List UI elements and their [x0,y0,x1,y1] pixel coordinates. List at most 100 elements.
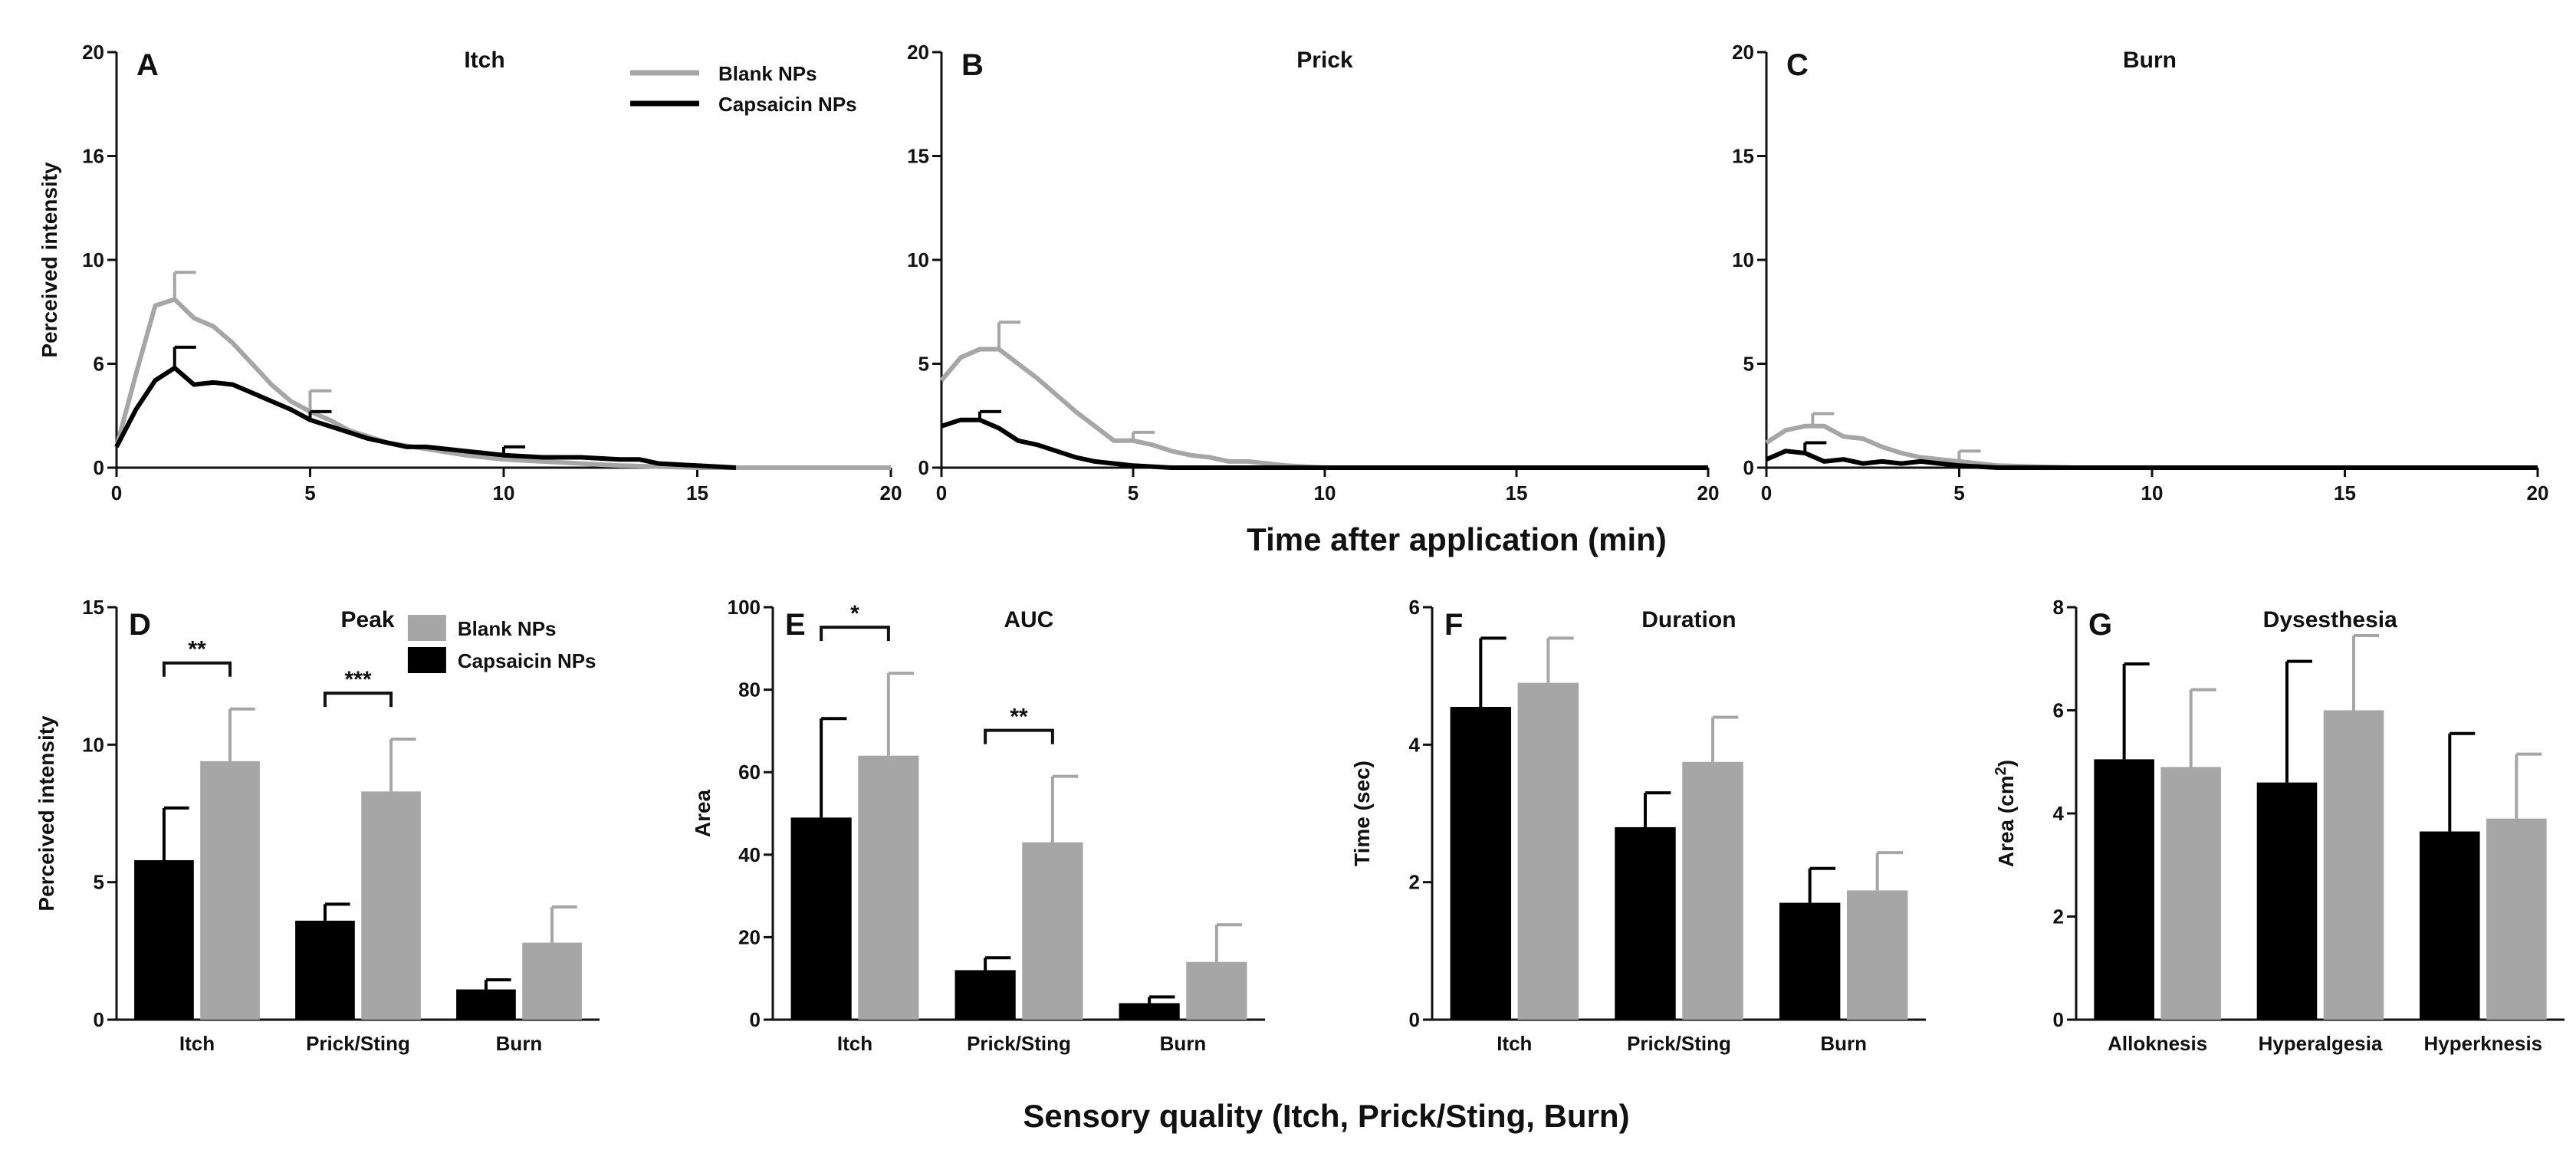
panel-b-ytick-label: 10 [907,248,929,271]
panel-g-bar-blank [2160,767,2221,1020]
panel-g-ytick-label: 0 [2053,1008,2064,1031]
panel-b-xtick-label: 0 [936,481,947,504]
panel-b-xtick-label: 10 [1314,481,1336,504]
panel-b-ytick-label: 20 [907,41,929,64]
panel-e: 0 20 40 60 80 100 E AUC Area Itch Prick/Sting Burn *… [691,596,1265,1055]
panel-g-category-label: Hyperknesis [2424,1032,2543,1055]
shared-time-xlabel: Time after application (min) [1247,521,1667,557]
panel-f-bar-capsaicin [1779,902,1841,1020]
panel-d: 0 5 10 15 D Peak Perceived intensity Itch Prick/… [34,596,600,1055]
panel-d-bar-blank [200,761,260,1020]
panel-c-ytick-label: 20 [1732,41,1754,64]
panel-f-bar-capsaicin [1450,707,1512,1020]
panel-c-series-capsaicin [1765,449,2538,470]
panel-e-ytick-label: 20 [738,925,761,948]
panel-e-bar-capsaicin [955,970,1016,1020]
panel-b-ytick-label: 5 [918,353,929,376]
panel-g-bar-blank [2323,710,2384,1020]
panel-d-bar-capsaicin [134,859,194,1020]
legend-a-label-blank: Blank NPs [718,62,817,85]
panel-c-letter: C [1786,48,1809,82]
panel-f-letter: F [1444,608,1463,642]
panel-c-ytick-label: 15 [1732,145,1754,168]
panel-b-xtick-label: 20 [1697,481,1720,504]
panel-f-ytick-label: 2 [1409,871,1420,894]
shared-sensory-xlabel: Sensory quality (Itch, Prick/Sting, Burn… [1023,1098,1629,1134]
panel-g-bar-capsaicin [2420,831,2480,1020]
panel-e-title: AUC [1004,607,1053,632]
panel-c-ytick-label: 5 [1743,353,1754,376]
panel-d-bar-capsaicin [295,920,355,1020]
panel-d-bar-blank [361,791,421,1020]
panel-c-xtick-label: 20 [2527,481,2549,504]
panel-e-sig-label: ** [1010,705,1028,730]
panel-f-ytick-label: 0 [1409,1008,1420,1031]
panel-a-xtick-label: 5 [304,481,315,504]
legend-d-swatch-blank [407,615,446,641]
panel-g-ytick-label: 2 [2053,905,2064,928]
panel-d-category-label: Burn [496,1032,543,1055]
panel-a-ytick-label: 20 [82,41,104,64]
panel-f-ytick-label: 4 [1409,733,1421,756]
panel-g-category-label: Hyperalgesia [2259,1032,2383,1055]
panel-e-category-label: Itch [837,1032,872,1055]
panel-g-ytick-label: 6 [2053,699,2064,722]
panel-d-ytick-label: 10 [82,733,104,756]
panel-e-ytick-label: 100 [728,596,761,619]
panel-e-bar-blank [858,755,919,1020]
panel-b-series-blank [939,347,1708,470]
panel-b-ytick-label: 0 [918,456,929,479]
panel-f-category-label: Burn [1820,1032,1867,1055]
panel-d-sig-bracket [323,692,393,708]
panel-c-xtick-label: 10 [2141,481,2164,504]
panel-c-ytick-label: 10 [1732,248,1754,271]
panel-c: 0 5 10 15 20 0 5 10 15 20 C Burn [1732,41,2548,504]
panel-g-category-label: Alloknesis [2108,1032,2207,1055]
panel-f-bar-blank [1682,761,1743,1020]
panel-a-series-capsaicin [114,365,737,470]
panel-e-ytick-label: 80 [738,678,761,702]
panel-e-category-label: Prick/Sting [967,1032,1071,1055]
panel-a-ytick-label: 0 [94,456,104,479]
panel-a-ytick-label: 6 [94,353,104,376]
panel-c-title: Burn [2123,48,2177,73]
panel-e-category-label: Burn [1160,1032,1207,1055]
panel-b-xtick-label: 15 [1506,481,1528,504]
panel-e-bar-capsaicin [1119,1003,1180,1020]
legend-d-label-capsaicin: Capsaicin NPs [458,649,596,672]
panel-g-ytick-label: 8 [2053,596,2064,619]
panel-g-ylabel: Area (cm2) [1993,760,2018,867]
panel-a: 0 6 10 16 20 0 5 10 15 20 A Itch Perceived intensity… [38,41,902,504]
panel-a-xtick-label: 20 [880,481,902,504]
panel-c-xtick-label: 15 [2334,481,2356,504]
panel-e-sig-label: * [850,601,859,626]
panel-e-bar-blank [1022,842,1083,1020]
panel-f-bar-blank [1517,682,1579,1020]
panel-g-bar-capsaicin [2256,782,2318,1020]
panel-f: 0 2 4 6 F Duration Time (sec) Itch Prick/Sting Bu… [1350,596,1926,1055]
panel-d-ylabel: Perceived intensity [34,715,58,912]
panel-f-ylabel: Time (sec) [1350,761,1374,866]
panel-g-ytick-label: 4 [2053,802,2065,825]
legend-d-swatch-capsaicin [407,647,446,673]
panel-a-ytick-label: 10 [82,248,104,271]
panel-c-xtick-label: 5 [1953,481,1964,504]
panel-e-ytick-label: 0 [750,1008,761,1031]
panel-a-letter: A [136,48,159,82]
panel-e-ylabel: Area [691,789,715,837]
panel-a-xtick-label: 15 [686,481,708,504]
panel-d-ytick-label: 0 [94,1008,104,1031]
panel-b-title: Prick [1296,48,1353,73]
panel-e-bar-capsaicin [790,817,852,1020]
panel-g-ylabel-sup: 2 [1993,767,2009,775]
panel-d-letter: D [129,608,151,642]
panel-a-xtick-label: 10 [493,481,515,504]
panel-d-title: Peak [341,607,395,632]
panel-f-title: Duration [1641,607,1736,632]
panel-f-bar-blank [1846,890,1908,1020]
panel-d-bar-capsaicin [456,989,516,1020]
panel-d-ytick-label: 15 [82,596,104,619]
panel-e-letter: E [785,608,806,642]
